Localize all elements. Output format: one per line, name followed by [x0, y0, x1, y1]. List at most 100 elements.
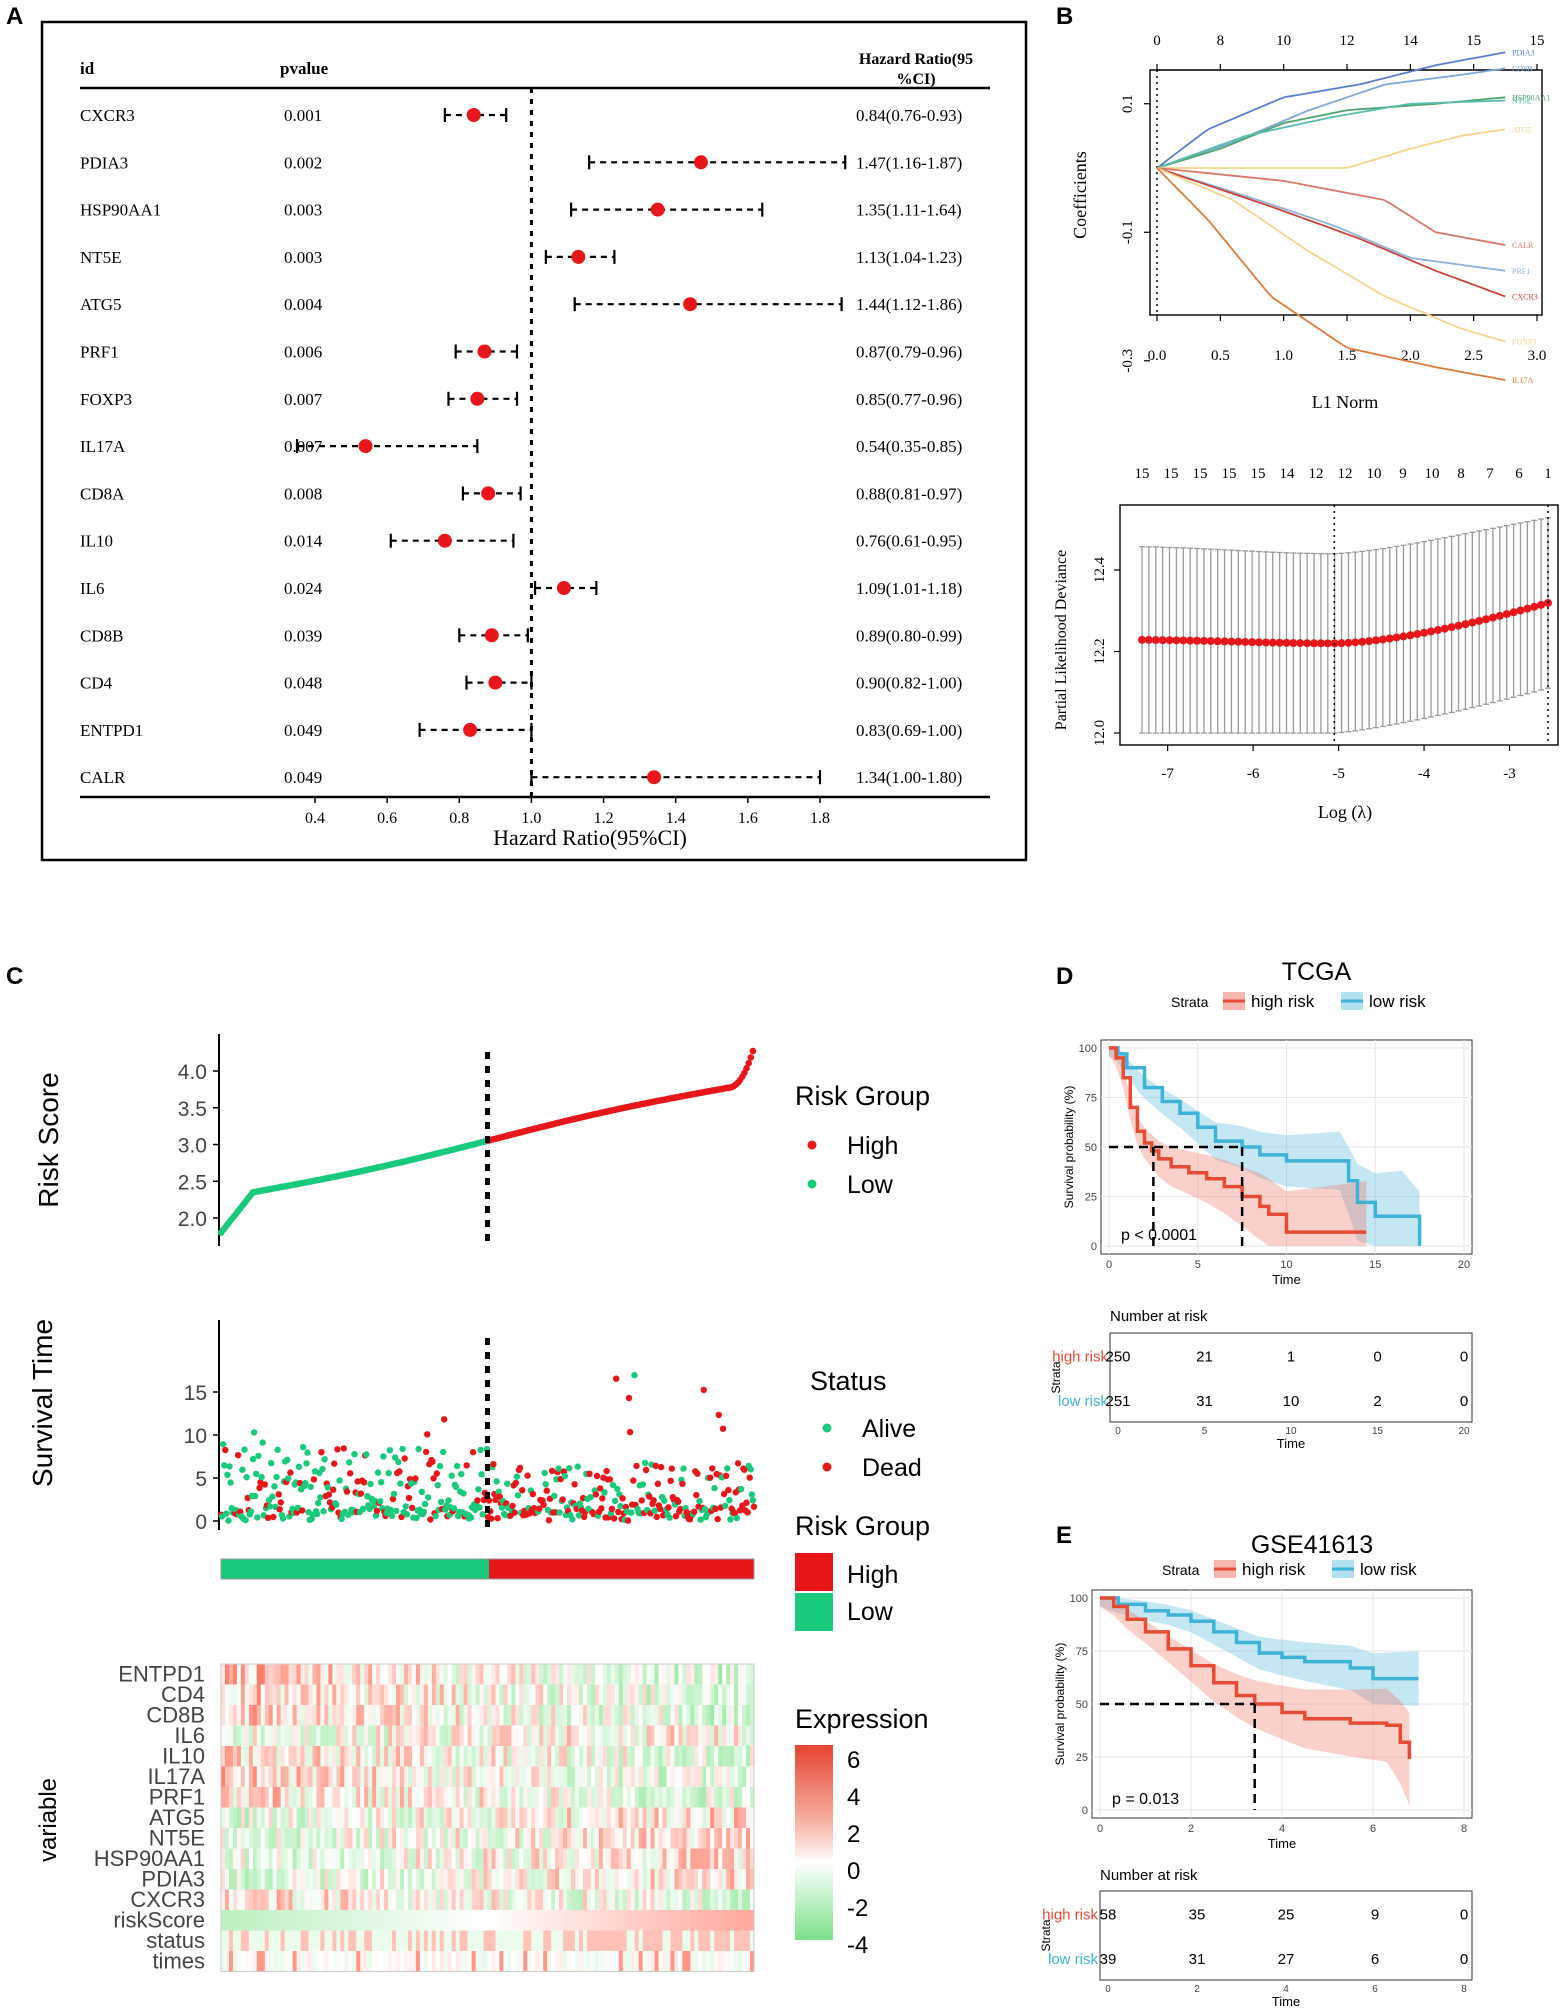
heatmap-cell	[272, 1807, 277, 1828]
survival-alive-point	[733, 1514, 741, 1522]
heatmap-cell	[594, 1848, 600, 1869]
heatmap-cell	[260, 1746, 266, 1767]
heatmap-cell	[638, 1869, 643, 1890]
survival-alive-point	[255, 1452, 262, 1460]
heatmap-cell	[356, 1807, 361, 1828]
heatmap-cell	[312, 1787, 317, 1808]
heatmap-cell	[606, 1807, 612, 1828]
heatmap-cell	[662, 1930, 667, 1951]
heatmap-cell	[232, 1664, 238, 1685]
cv-x-tick-label: -3	[1503, 766, 1516, 782]
cv-top-tick-label: 15	[1193, 466, 1208, 482]
heatmap-cell	[260, 1848, 266, 1869]
heatmap-cell	[706, 1910, 711, 1931]
heatmap-cell	[578, 1869, 584, 1890]
heatmap-cell	[419, 1910, 425, 1931]
heatmap-cell	[368, 1664, 373, 1685]
heatmap-cell	[706, 1807, 711, 1828]
heatmap-cell	[578, 1807, 584, 1828]
heatmap-cell	[296, 1705, 301, 1726]
heatmap-cell	[228, 1684, 234, 1705]
risk-score-point	[743, 1065, 750, 1072]
heatmap-cell	[523, 1930, 528, 1951]
heatmap-cell	[503, 1807, 508, 1828]
heatmap-cell	[706, 1951, 711, 1972]
heatmap-cell	[284, 1705, 289, 1726]
heatmap-cell	[722, 1725, 727, 1746]
heatmap-cell	[738, 1910, 743, 1931]
heatmap-cell	[638, 1766, 643, 1787]
heatmap-cell	[328, 1848, 333, 1869]
survival-dead-point	[559, 1496, 566, 1503]
heatmap-cell	[244, 1725, 250, 1746]
heatmap-cell	[638, 1951, 643, 1972]
heatmap-cell	[396, 1889, 401, 1910]
heatmap-cell	[388, 1807, 393, 1828]
heatmap-cell	[455, 1746, 460, 1767]
cv-deviance-point	[1213, 637, 1222, 646]
survival-alive-point	[363, 1451, 370, 1458]
heatmap-cell	[750, 1705, 755, 1726]
risk-y-tick-label: 3.5	[178, 1098, 207, 1121]
heatmap-cell	[535, 1725, 540, 1746]
heatmap-cell	[571, 1684, 576, 1705]
heatmap-cell	[551, 1889, 556, 1910]
forest-x-tick-label: 0.4	[305, 810, 325, 827]
heatmap-cell	[372, 1889, 377, 1910]
km-risk-table-count: 10	[1283, 1393, 1300, 1410]
forest-hr-point	[647, 770, 662, 785]
heatmap-cell	[567, 1705, 572, 1726]
heatmap-cell	[722, 1664, 727, 1685]
forest-row-hr-text: 0.90(0.82-1.00)	[856, 674, 962, 693]
heatmap-cell	[571, 1664, 576, 1685]
heatmap-cell	[734, 1848, 739, 1869]
heatmap-cell	[507, 1930, 512, 1951]
heatmap-cell	[324, 1828, 329, 1849]
heatmap-cell	[694, 1869, 699, 1890]
heatmap-cell	[443, 1684, 449, 1705]
heatmap-cell	[650, 1746, 655, 1767]
coef-top-tick-label: 8	[1217, 33, 1225, 49]
heatmap-cell	[348, 1746, 353, 1767]
heatmap-cell	[519, 1705, 524, 1726]
heatmap-cell	[443, 1889, 449, 1910]
survival-alive-point	[418, 1488, 425, 1496]
heatmap-cell	[547, 1746, 552, 1767]
km-risk-table-count: 58	[1100, 1906, 1117, 1923]
survival-dead-point	[654, 1480, 662, 1488]
heatmap-cell	[284, 1848, 289, 1869]
heatmap-cell	[582, 1787, 588, 1808]
heatmap-cell	[610, 1828, 616, 1849]
heatmap-cell	[702, 1684, 707, 1705]
heatmap-cell	[551, 1787, 556, 1808]
heatmap-cell	[324, 1807, 329, 1828]
heatmap-cell	[586, 1705, 592, 1726]
survival-alive-point	[413, 1514, 420, 1522]
heatmap-cell	[360, 1848, 365, 1869]
heatmap-cell	[364, 1869, 369, 1890]
km-pvalue: p = 0.013	[1112, 1791, 1179, 1808]
survival-dead-point	[725, 1486, 732, 1494]
heatmap-cell	[750, 1787, 755, 1808]
heatmap-cell	[479, 1910, 484, 1931]
heatmap-cell	[622, 1664, 628, 1685]
heatmap-cell	[511, 1664, 516, 1685]
cv-deviance-point	[1365, 637, 1374, 646]
heatmap-cell	[535, 1746, 540, 1767]
forest-row-id: CD8B	[80, 626, 123, 645]
heatmap-cell	[419, 1684, 425, 1705]
heatmap-cell	[503, 1684, 508, 1705]
heatmap-cell	[626, 1705, 631, 1726]
survival-alive-point	[697, 1516, 704, 1523]
risk-score-point	[747, 1054, 755, 1061]
survival-alive-point	[711, 1484, 718, 1492]
heatmap-cell	[658, 1664, 663, 1685]
heatmap-cell	[268, 1725, 274, 1746]
heatmap-cell	[443, 1951, 449, 1972]
heatmap-cell	[308, 1664, 313, 1685]
heatmap-cell	[694, 1684, 699, 1705]
heatmap-cell	[710, 1930, 715, 1951]
heatmap-cell	[706, 1766, 711, 1787]
survival-alive-point	[391, 1454, 399, 1461]
heatmap-cell	[336, 1930, 341, 1951]
